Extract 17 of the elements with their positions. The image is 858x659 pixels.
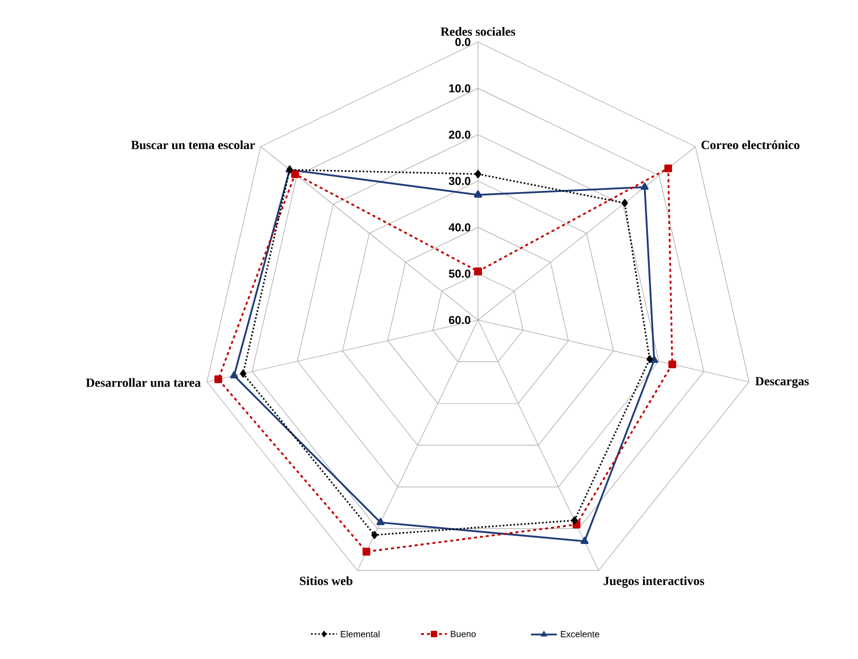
spoke-label: Juegos interactivos (604, 576, 704, 588)
spoke-label: Correo electrónico (702, 140, 800, 150)
legend-label: Elemental (340, 630, 380, 638)
y-tick-label: 40.0 (448, 223, 470, 232)
legend-label: Excelente (560, 630, 600, 638)
spoke-label: Descargas (755, 377, 809, 388)
spoke-label: Sitios web (300, 576, 352, 586)
y-tick-label: 0.0 (455, 38, 470, 46)
spoke-label: Desarrollar una tarea (86, 378, 201, 387)
spoke-label: Buscar un tema escolar (131, 140, 255, 150)
y-tick-label: 50.0 (448, 270, 470, 278)
y-tick-label: 60.0 (448, 316, 470, 324)
y-tick-label: 30.0 (448, 176, 470, 186)
y-tick-label: 20.0 (448, 130, 470, 139)
y-tick-label: 10.0 (449, 84, 470, 92)
legend-label: Bueno (450, 630, 476, 638)
spoke-label: Redes sociales (440, 27, 516, 36)
